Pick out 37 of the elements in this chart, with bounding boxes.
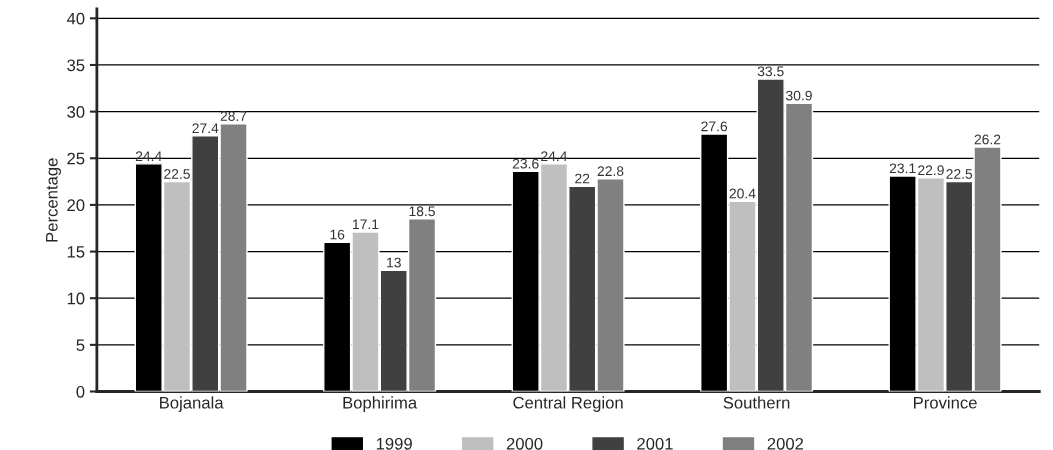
data-label: 16 xyxy=(330,229,345,240)
data-label: 23.1 xyxy=(889,163,916,174)
data-label: 28.7 xyxy=(220,111,247,121)
y-axis-title: Percentage xyxy=(46,158,61,242)
data-label: 33.5 xyxy=(757,66,784,77)
data-label: 30.9 xyxy=(786,90,812,101)
y-tick-label: 10 xyxy=(67,292,85,305)
x-tick-label: Bophirima xyxy=(343,396,418,412)
data-label: 17.1 xyxy=(353,219,379,230)
data-label: 20.4 xyxy=(729,188,756,199)
y-tick-label: 20 xyxy=(67,199,85,212)
data-label: 13 xyxy=(387,257,401,268)
y-tick-label: 25 xyxy=(67,152,85,165)
legend-label: 2002 xyxy=(767,437,804,450)
data-label: 22.8 xyxy=(597,166,624,177)
data-label: 22.5 xyxy=(946,169,973,179)
y-tick-label: 5 xyxy=(76,339,85,352)
data-label: 22.9 xyxy=(918,165,944,176)
data-label: 18.5 xyxy=(409,206,435,217)
data-label: 27.4 xyxy=(192,123,219,133)
y-tick-label: 30 xyxy=(67,106,85,118)
data-label: 26.2 xyxy=(974,134,1001,145)
y-tick-label: 15 xyxy=(67,246,85,258)
legend-label: 2000 xyxy=(506,437,543,450)
x-tick-label: Province xyxy=(914,396,977,409)
x-tick-label: Bojanala xyxy=(160,396,224,412)
x-tick-label: Southern xyxy=(723,396,790,409)
y-tick-label: 0 xyxy=(76,385,85,398)
y-tick-label: 40 xyxy=(66,12,85,25)
legend-label: 2001 xyxy=(637,437,673,450)
x-tick-label: Central Region xyxy=(513,396,623,412)
data-label: 22 xyxy=(575,173,590,184)
data-label: 23.6 xyxy=(512,158,539,169)
data-label: 22.5 xyxy=(164,169,190,179)
legend-label: 1999 xyxy=(376,437,412,450)
data-label: 27.6 xyxy=(701,121,728,132)
y-tick-label: 35 xyxy=(67,59,85,72)
